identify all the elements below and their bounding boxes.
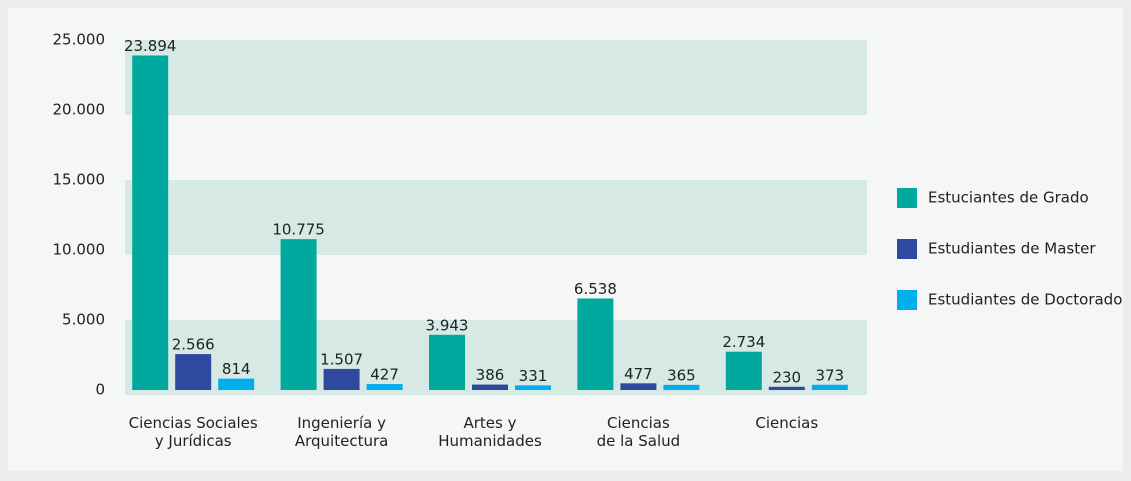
grid-band bbox=[125, 40, 867, 115]
y-tick-label: 25.000 bbox=[53, 31, 106, 49]
value-label: 1.507 bbox=[320, 350, 363, 368]
value-label: 10.775 bbox=[272, 221, 325, 239]
y-tick-label: 20.000 bbox=[53, 101, 106, 119]
bar bbox=[175, 354, 212, 390]
legend-label: Estudiantes de Master bbox=[928, 240, 1096, 258]
value-label: 477 bbox=[624, 365, 653, 383]
bar bbox=[280, 239, 317, 390]
bar bbox=[323, 368, 360, 390]
bar bbox=[725, 351, 762, 390]
bar bbox=[218, 378, 255, 390]
y-tick-label: 10.000 bbox=[53, 241, 106, 259]
value-label: 3.943 bbox=[426, 316, 469, 334]
y-tick-label: 5.000 bbox=[62, 311, 105, 329]
bar bbox=[663, 384, 700, 390]
value-label: 23.894 bbox=[124, 37, 177, 55]
value-label: 2.734 bbox=[722, 333, 765, 351]
bar bbox=[768, 386, 805, 390]
bar bbox=[811, 384, 848, 390]
value-label: 373 bbox=[815, 366, 844, 384]
x-tick-label: Artes y Humanidades bbox=[438, 414, 542, 450]
x-tick-label: Ingeniería y Arquitectura bbox=[295, 414, 388, 450]
x-tick-label: Ciencias Sociales y Jurídicas bbox=[129, 414, 258, 450]
bar bbox=[472, 384, 508, 390]
grid-band bbox=[125, 180, 867, 255]
value-label: 230 bbox=[772, 368, 801, 386]
bar bbox=[620, 383, 657, 390]
legend-swatch bbox=[897, 188, 917, 208]
value-label: 386 bbox=[476, 366, 505, 384]
x-tick-label: Ciencias bbox=[755, 414, 818, 432]
value-label: 331 bbox=[519, 367, 548, 385]
bar bbox=[429, 334, 465, 390]
bar bbox=[366, 384, 403, 390]
bar bbox=[132, 55, 169, 390]
x-tick-label: Ciencias de la Salud bbox=[597, 414, 681, 450]
legend-label: Estuciantes de Grado bbox=[928, 189, 1089, 207]
value-label: 6.538 bbox=[574, 280, 617, 298]
legend-swatch bbox=[897, 239, 917, 259]
y-tick-label: 15.000 bbox=[53, 171, 106, 189]
y-tick-label: 0 bbox=[95, 381, 105, 399]
value-label: 814 bbox=[222, 360, 251, 378]
legend-label: Estudiantes de Doctorado bbox=[928, 291, 1122, 309]
legend-swatch bbox=[897, 290, 917, 310]
bar bbox=[577, 298, 614, 390]
bar bbox=[515, 385, 551, 390]
value-label: 365 bbox=[667, 366, 696, 384]
value-label: 2.566 bbox=[172, 336, 215, 354]
value-label: 427 bbox=[370, 366, 399, 384]
